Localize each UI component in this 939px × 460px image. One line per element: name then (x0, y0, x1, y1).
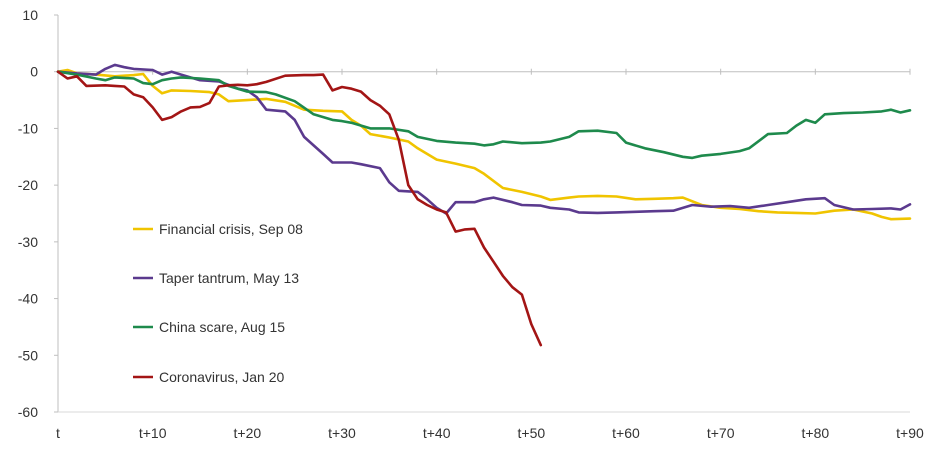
legend-label: Taper tantrum, May 13 (159, 270, 299, 286)
y-tick-label: 0 (30, 64, 38, 80)
x-tick-label: t+20 (234, 425, 262, 441)
y-tick-label: -20 (18, 177, 38, 193)
x-tick-label: t+10 (139, 425, 167, 441)
x-tick-label: t+90 (896, 425, 924, 441)
y-tick-label: -40 (18, 291, 38, 307)
y-tick-label: 10 (22, 7, 38, 23)
x-tick-label: t+60 (612, 425, 640, 441)
series-line-4 (56, 70, 543, 347)
x-tick-label: t+40 (423, 425, 451, 441)
x-tick-label: t+50 (518, 425, 546, 441)
y-tick-label: -10 (18, 120, 38, 136)
x-tick-label: t+30 (328, 425, 356, 441)
x-tick-label: t+70 (707, 425, 735, 441)
x-tick-label: t (56, 425, 60, 441)
axes (57, 15, 910, 413)
legend-label: China scare, Aug 15 (159, 319, 285, 335)
series-line-2 (56, 63, 912, 215)
series-line-3 (56, 70, 912, 160)
y-tick-label: -50 (18, 347, 38, 363)
x-tick-label: t+80 (802, 425, 830, 441)
y-tick-label: -30 (18, 234, 38, 250)
legend: Financial crisis, Sep 08 Taper tantrum, M… (133, 221, 303, 385)
series-lines (56, 63, 912, 347)
legend-label: Financial crisis, Sep 08 (159, 221, 303, 237)
x-axis-ticks: t t+10 t+20 t+30 t+40 t+50 t+60 t+70 t+80 t+90 (56, 68, 924, 441)
y-tick-label: -60 (18, 404, 38, 420)
legend-label: Coronavirus, Jan 20 (159, 369, 285, 385)
y-axis-ticks: 10 0 -10 -20 -30 -40 -50 -60 (18, 7, 58, 420)
series-line-1 (56, 68, 912, 221)
